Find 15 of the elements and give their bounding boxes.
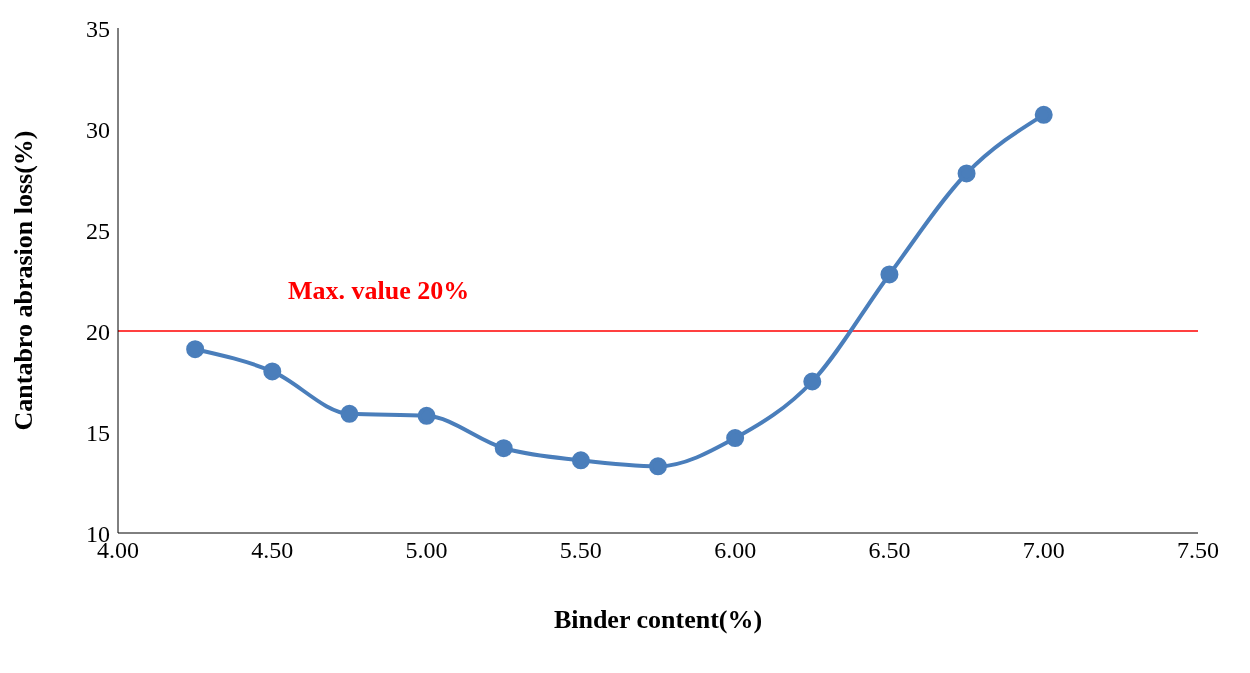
x-tick-label: 7.00: [1022, 537, 1065, 564]
y-tick-label: 30: [86, 116, 110, 143]
x-tick-label: 6.00: [714, 537, 757, 564]
y-axis-title: Cantabro abrasion loss(%): [9, 130, 39, 431]
ref-line-label: Max. value 20%: [288, 276, 470, 305]
y-tick-label: 25: [86, 217, 110, 244]
x-tick-label: 6.50: [868, 537, 911, 564]
x-tick-label: 5.50: [559, 537, 602, 564]
y-tick-label: 15: [86, 419, 110, 446]
x-tick-label: 7.50: [1177, 537, 1219, 564]
y-tick-label: 35: [86, 15, 110, 42]
x-tick-label: 4.50: [251, 537, 294, 564]
x-axis-title: Binder content(%): [553, 605, 763, 634]
x-tick-label: 5.00: [405, 537, 448, 564]
y-tick-label: 20: [86, 318, 110, 345]
